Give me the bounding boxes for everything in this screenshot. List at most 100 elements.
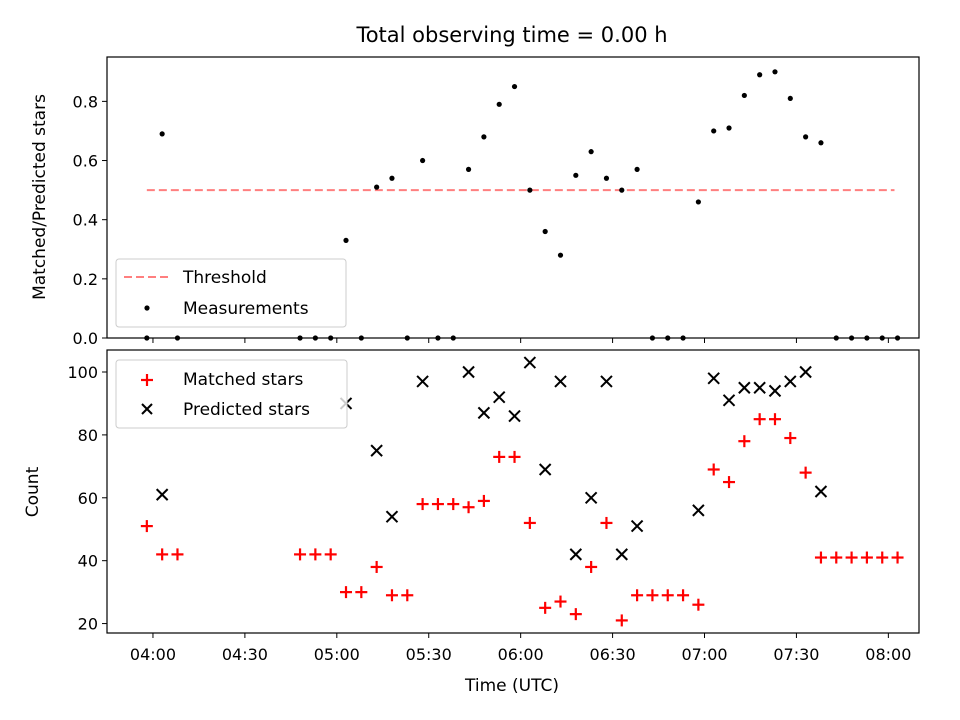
measurement-point <box>603 175 610 181</box>
predicted-stars-series <box>155 356 828 561</box>
matched-star-point <box>723 476 736 489</box>
predicted-marker-stroke <box>753 381 766 394</box>
predicted-marker-stroke <box>370 444 383 457</box>
measurement-point <box>757 72 763 78</box>
bottom-y-tick-label: 20 <box>78 615 98 634</box>
matched-star-point <box>477 494 490 507</box>
bottom-plot-frame <box>106 349 920 634</box>
measurement-point <box>465 166 472 172</box>
predicted-star-point <box>569 548 583 561</box>
matched-star-point <box>631 589 644 602</box>
legend-matched-swatch <box>141 374 153 386</box>
predicted-star-point <box>722 394 736 407</box>
predicted-star-point <box>416 375 429 388</box>
predicted-marker-stroke <box>416 375 429 388</box>
predicted-marker-stroke <box>155 488 169 501</box>
predicted-star-point <box>155 488 169 501</box>
predicted-marker-stroke <box>569 548 583 561</box>
predicted-star-point <box>462 365 475 379</box>
bottom-y-tick-label: 40 <box>78 552 98 571</box>
matched-star-point <box>539 601 552 614</box>
bottom-legend-box <box>115 359 348 429</box>
predicted-marker-stroke <box>554 375 567 388</box>
predicted-star-point <box>523 356 537 369</box>
matched-star-point <box>830 551 843 564</box>
bottom-y-axis-label: Count <box>23 466 43 517</box>
predicted-star-point <box>477 406 491 420</box>
predicted-marker-stroke <box>538 463 552 476</box>
top-y-tick-label: 0.6 <box>73 152 98 171</box>
predicted-marker-stroke <box>477 406 491 420</box>
predicted-marker-stroke <box>630 519 644 533</box>
top-y-axis-label: Matched/Predicted stars <box>30 94 50 300</box>
bottom-x-tick-label: 07:30 <box>773 645 819 664</box>
chart-title: Total observing time = 0.00 h <box>355 23 667 47</box>
predicted-marker-stroke <box>508 409 521 423</box>
bottom-x-tick-label: 06:00 <box>498 645 544 664</box>
matched-star-point <box>171 548 184 561</box>
matched-star-point <box>431 498 444 511</box>
bottom-legend: Matched stars Predicted stars <box>115 359 348 429</box>
bottom-y-axis: 20 40 60 80 100 <box>67 363 107 634</box>
matched-star-point <box>508 450 521 463</box>
predicted-star-point <box>538 463 552 476</box>
predicted-star-point <box>615 548 628 561</box>
measurement-point <box>389 175 395 181</box>
bottom-y-tick-label: 80 <box>78 426 98 445</box>
matched-star-point <box>355 586 368 599</box>
matched-star-point <box>523 516 536 529</box>
matched-star-point <box>814 551 827 564</box>
measurement-point <box>343 237 349 243</box>
predicted-star-point <box>554 375 567 388</box>
matched-stars-series <box>140 413 904 627</box>
measurement-point <box>511 83 518 90</box>
predicted-marker-stroke <box>707 372 720 385</box>
predicted-marker-stroke <box>722 394 736 407</box>
bottom-x-tick-label: 05:30 <box>406 645 452 664</box>
bottom-x-tick-label: 04:00 <box>130 645 176 664</box>
x-axis-label: Time (UTC) <box>464 676 559 696</box>
measurement-point <box>527 187 533 193</box>
predicted-marker-stroke <box>523 356 537 369</box>
measurement-point <box>588 149 594 155</box>
measurement-point <box>557 252 564 258</box>
matched-star-point <box>385 589 398 602</box>
top-y-tick-label: 0.4 <box>73 211 98 230</box>
predicted-marker-stroke <box>784 375 797 388</box>
matched-star-point <box>569 608 582 621</box>
top-y-tick-label: 0.0 <box>73 329 98 348</box>
top-plot-frame <box>106 56 920 339</box>
predicted-marker-stroke <box>584 491 598 504</box>
measurement-point <box>159 131 165 137</box>
predicted-star-point <box>600 375 613 388</box>
matched-star-point <box>784 432 797 445</box>
matched-star-point <box>493 450 506 463</box>
measurement-point <box>420 157 426 164</box>
measurement-point <box>787 95 793 102</box>
matched-star-point <box>309 548 322 561</box>
matched-star-point <box>661 589 674 602</box>
matched-star-point <box>600 516 613 529</box>
measurement-point <box>695 199 701 205</box>
matched-star-point <box>845 551 858 564</box>
matched-star-point <box>340 586 353 599</box>
measurement-point <box>803 134 809 140</box>
bottom-x-tick-label: 04:30 <box>222 645 268 664</box>
predicted-marker-stroke <box>493 390 506 404</box>
top-legend-box <box>115 258 347 328</box>
predicted-star-point <box>799 365 812 379</box>
predicted-marker-stroke <box>462 365 475 379</box>
predicted-star-point <box>768 384 782 398</box>
matched-star-point <box>891 551 904 564</box>
bottom-panel: 20 40 60 80 100 04:00 04:30 05:00 05:30 06:00 06:… <box>23 349 920 696</box>
matched-star-point <box>615 614 628 627</box>
measurement-point <box>374 184 380 190</box>
predicted-marker-stroke <box>768 384 782 398</box>
predicted-star-point <box>707 372 720 385</box>
predicted-marker-stroke <box>799 365 812 379</box>
matched-star-point <box>677 589 690 602</box>
predicted-star-point <box>753 381 766 394</box>
predicted-star-point <box>385 510 399 523</box>
predicted-star-point <box>493 390 506 404</box>
matched-star-point <box>799 466 812 479</box>
